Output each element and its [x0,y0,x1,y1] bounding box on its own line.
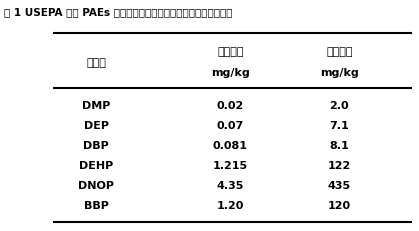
Text: mg/kg: mg/kg [320,68,359,78]
Text: 治理标准: 治理标准 [326,47,353,57]
Text: 化合物: 化合物 [86,57,106,67]
Text: 8.1: 8.1 [329,140,349,150]
Text: DEP: DEP [84,120,109,130]
Text: 控制标准: 控制标准 [217,47,244,57]
Text: mg/kg: mg/kg [211,68,250,78]
Text: DEHP: DEHP [79,160,114,170]
Text: 0.02: 0.02 [217,100,244,110]
Text: 435: 435 [328,180,351,191]
Text: 0.081: 0.081 [213,140,248,150]
Text: 122: 122 [328,160,351,170]
Text: DMP: DMP [82,100,111,110]
Text: BBP: BBP [84,201,109,211]
Text: 1.20: 1.20 [217,201,244,211]
Text: 4.35: 4.35 [217,180,244,191]
Text: 120: 120 [328,201,351,211]
Text: 7.1: 7.1 [329,120,349,130]
Text: DBP: DBP [83,140,109,150]
Text: 1.215: 1.215 [213,160,248,170]
Text: 2.0: 2.0 [330,100,349,110]
Text: 表 1 USEPA 关于 PAEs 的土壤环境控制标准和土壤污染的治理标准: 表 1 USEPA 关于 PAEs 的土壤环境控制标准和土壤污染的治理标准 [4,7,233,17]
Text: 0.07: 0.07 [217,120,244,130]
Text: DNOP: DNOP [78,180,114,191]
